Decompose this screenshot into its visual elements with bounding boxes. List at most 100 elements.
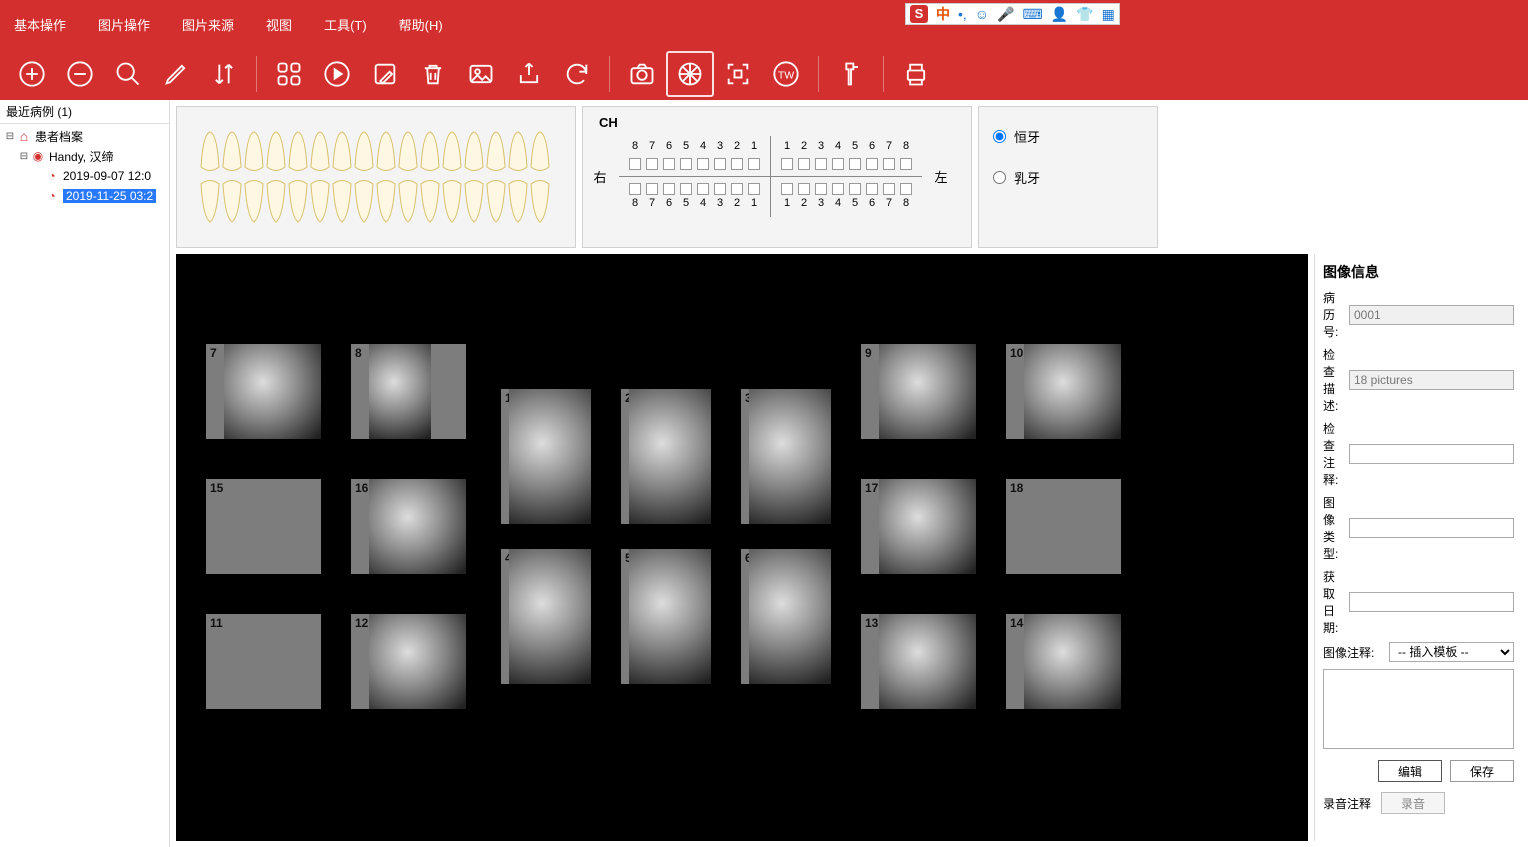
tooth-icon[interactable] <box>223 181 241 223</box>
tooth-box[interactable] <box>646 183 658 195</box>
tooth-icon[interactable] <box>333 132 351 171</box>
search-button[interactable] <box>104 51 152 97</box>
tooth-icon[interactable] <box>201 132 219 171</box>
tooth-icon[interactable] <box>465 181 483 223</box>
picture-button[interactable] <box>457 51 505 97</box>
tooth-box[interactable] <box>697 183 709 195</box>
input-acq-date[interactable] <box>1349 592 1514 612</box>
device-button[interactable] <box>827 51 875 97</box>
tooth-icon[interactable] <box>311 132 329 171</box>
tooth-icon[interactable] <box>487 181 505 223</box>
tooth-box[interactable] <box>798 183 810 195</box>
sort-button[interactable] <box>200 51 248 97</box>
tooth-box[interactable] <box>900 158 912 170</box>
tooth-box[interactable] <box>815 158 827 170</box>
expand-icon[interactable]: ⊟ <box>18 151 30 162</box>
tooth-icon[interactable] <box>421 132 439 171</box>
xray-thumbnail[interactable]: 14 <box>1006 614 1121 709</box>
delete-button[interactable] <box>409 51 457 97</box>
record-audio-button[interactable]: 录音 <box>1381 792 1445 814</box>
input-exam-note[interactable] <box>1349 444 1514 464</box>
xray-thumbnail[interactable]: 17 <box>861 479 976 574</box>
tooth-box[interactable] <box>629 183 641 195</box>
tooth-box[interactable] <box>849 183 861 195</box>
tooth-icon[interactable] <box>443 181 461 223</box>
tooth-icon[interactable] <box>311 181 329 223</box>
tooth-icon[interactable] <box>245 132 263 171</box>
tooth-box[interactable] <box>714 158 726 170</box>
xray-thumbnail[interactable]: 8 <box>351 344 466 439</box>
tooth-icon[interactable] <box>267 181 285 223</box>
tooth-box[interactable] <box>731 158 743 170</box>
tooth-box[interactable] <box>714 183 726 195</box>
tooth-icon[interactable] <box>465 132 483 171</box>
menu-basic[interactable]: 基本操作 <box>10 9 70 40</box>
tooth-box[interactable] <box>646 158 658 170</box>
tooth-box[interactable] <box>849 158 861 170</box>
xray-thumbnail[interactable]: 3 <box>741 389 831 524</box>
xray-viewer[interactable]: 7 8 1 2 3 9 10 15 <box>176 254 1308 841</box>
save-info-button[interactable]: 保存 <box>1450 760 1514 782</box>
tooth-icon[interactable] <box>223 132 241 171</box>
ime-grid-icon[interactable]: ▦ <box>1102 6 1115 23</box>
edit-info-button[interactable]: 编辑 <box>1378 760 1442 782</box>
tooth-box[interactable] <box>680 183 692 195</box>
ime-user-icon[interactable]: 👤 <box>1051 6 1068 23</box>
tooth-box[interactable] <box>781 158 793 170</box>
menu-tool[interactable]: 工具(T) <box>320 9 371 40</box>
xray-thumbnail[interactable]: 1 <box>501 389 591 524</box>
ime-lang[interactable]: 中 <box>936 4 950 24</box>
ime-emoji-icon[interactable]: ☺ <box>975 6 989 22</box>
tooth-box[interactable] <box>663 158 675 170</box>
edit-button[interactable] <box>152 51 200 97</box>
xray-thumbnail[interactable]: 13 <box>861 614 976 709</box>
select-template[interactable]: -- 插入模板 -- <box>1389 642 1514 662</box>
tooth-icon[interactable] <box>399 132 417 171</box>
xray-thumbnail[interactable]: 4 <box>501 549 591 684</box>
tooth-icon[interactable] <box>289 181 307 223</box>
xray-thumbnail[interactable]: 7 <box>206 344 321 439</box>
tooth-box[interactable] <box>748 183 760 195</box>
tooth-box[interactable] <box>883 158 895 170</box>
tooth-box[interactable] <box>832 158 844 170</box>
tooth-icon[interactable] <box>201 181 219 223</box>
tooth-box[interactable] <box>900 183 912 195</box>
ime-shirt-icon[interactable]: 👕 <box>1076 6 1093 23</box>
tooth-box[interactable] <box>866 158 878 170</box>
input-img-type[interactable] <box>1349 518 1514 538</box>
notes-textarea[interactable] <box>1323 669 1514 749</box>
tree-patient[interactable]: ⊟ ◉ Handy, 汉缔 <box>0 146 169 166</box>
ime-mic-icon[interactable]: 🎤 <box>997 6 1014 23</box>
menu-image[interactable]: 图片操作 <box>94 9 154 40</box>
twain-button[interactable]: TW <box>762 51 810 97</box>
tooth-icon[interactable] <box>531 181 549 223</box>
menu-help[interactable]: 帮助(H) <box>395 9 447 40</box>
tooth-icon[interactable] <box>377 132 395 171</box>
xray-thumbnail[interactable]: 15 <box>206 479 321 574</box>
radio-permanent[interactable] <box>993 130 1006 143</box>
xray-thumbnail[interactable]: 6 <box>741 549 831 684</box>
tooth-box[interactable] <box>798 158 810 170</box>
tooth-icon[interactable] <box>289 132 307 171</box>
add-button[interactable] <box>8 51 56 97</box>
tooth-icon[interactable] <box>333 181 351 223</box>
tooth-box[interactable] <box>697 158 709 170</box>
refresh-button[interactable] <box>553 51 601 97</box>
ime-keyboard-icon[interactable]: ⌨ <box>1023 6 1043 23</box>
xray-thumbnail[interactable]: 5 <box>621 549 711 684</box>
xray-thumbnail[interactable]: 2 <box>621 389 711 524</box>
tooth-icon[interactable] <box>509 132 527 171</box>
teeth-diagram[interactable] <box>186 122 566 232</box>
tooth-box[interactable] <box>866 183 878 195</box>
tooth-icon[interactable] <box>443 132 461 171</box>
remove-button[interactable] <box>56 51 104 97</box>
scan-button[interactable] <box>714 51 762 97</box>
tree-date[interactable]: ◔ 2019-11-25 03:2 <box>0 186 169 206</box>
tree-root[interactable]: ⊟ ⌂ 患者档案 <box>0 126 169 146</box>
xray-thumbnail[interactable]: 10 <box>1006 344 1121 439</box>
xray-thumbnail[interactable]: 11 <box>206 614 321 709</box>
xray-thumbnail[interactable]: 12 <box>351 614 466 709</box>
xray-thumbnail[interactable]: 16 <box>351 479 466 574</box>
ime-punct-icon[interactable]: •, <box>958 6 967 22</box>
tooth-icon[interactable] <box>399 181 417 223</box>
